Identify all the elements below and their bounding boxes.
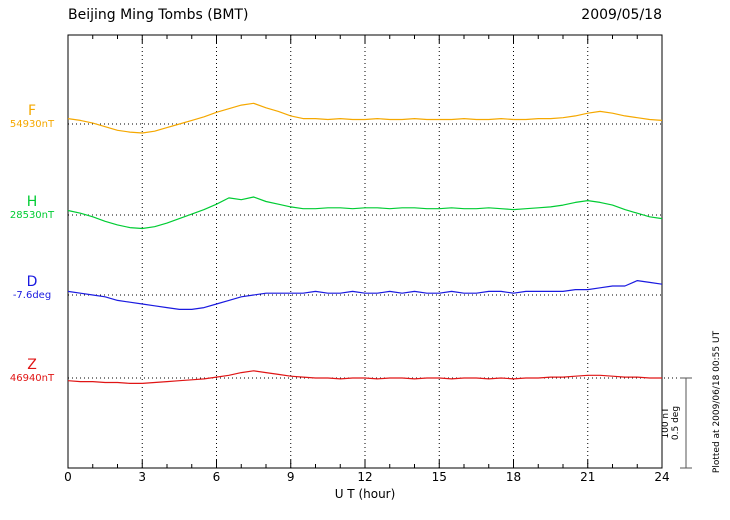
trace-baseline-value-F: 54930nT xyxy=(9,119,55,131)
x-tick-label: 0 xyxy=(64,470,72,484)
x-axis-label: U T (hour) xyxy=(334,487,396,501)
trace-letter-Z: Z xyxy=(27,357,37,373)
trace-baseline-value-Z: 46940nT xyxy=(9,373,55,385)
x-tick-label: 9 xyxy=(287,470,295,484)
trace-baseline-value-D: -7.6deg xyxy=(12,290,52,302)
trace-letter-D: D xyxy=(26,274,38,290)
trace-label-D: D -7.6deg xyxy=(2,274,62,302)
x-tick-label: 12 xyxy=(357,470,372,484)
x-tick-label: 3 xyxy=(138,470,146,484)
x-tick-label: 15 xyxy=(432,470,447,484)
trace-label-H: H 28530nT xyxy=(2,194,62,222)
trace-label-F: F 54930nT xyxy=(2,103,62,131)
trace-F-line xyxy=(67,102,663,134)
trace-Z-line xyxy=(67,370,662,384)
x-tick-label: 21 xyxy=(580,470,595,484)
trace-D-line xyxy=(67,280,663,310)
x-tick-label: 24 xyxy=(654,470,669,484)
trace-H-line xyxy=(67,196,663,230)
plot-date: 2009/05/18 xyxy=(581,7,662,23)
x-tick-label: 18 xyxy=(506,470,521,484)
trace-label-Z: Z 46940nT xyxy=(2,357,62,385)
trace-letter-H: H xyxy=(26,194,38,210)
trace-baseline-value-H: 28530nT xyxy=(9,210,55,222)
x-tick-label: 6 xyxy=(213,470,221,484)
scale-bar-label-deg: 0.5 deg xyxy=(671,406,681,440)
page-title: Beijing Ming Tombs (BMT) xyxy=(68,7,249,23)
plotted-at-note: Plotted at 2009/06/18 00:55 UT xyxy=(712,330,722,473)
scale-bar-label-nt: 100 nT xyxy=(661,407,671,439)
trace-letter-F: F xyxy=(27,103,37,119)
